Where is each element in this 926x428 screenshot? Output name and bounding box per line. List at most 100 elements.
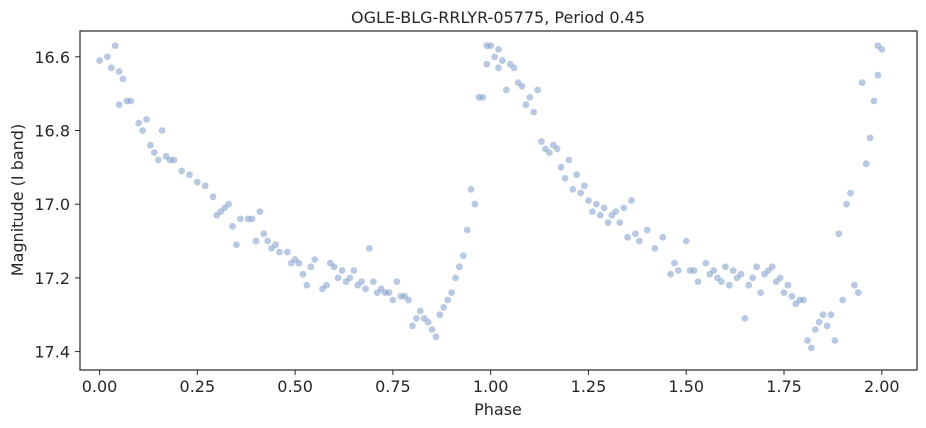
data-point [874, 71, 882, 79]
data-point [350, 267, 358, 274]
data-point [432, 333, 440, 341]
y-tick-label: 16.8 [34, 121, 70, 140]
data-point [823, 322, 831, 330]
data-point [522, 101, 530, 109]
data-point [526, 93, 534, 101]
data-point [581, 182, 588, 190]
data-point [491, 53, 498, 61]
data-point [518, 82, 526, 90]
data-point [553, 145, 561, 153]
data-point [436, 311, 444, 319]
data-point [147, 141, 154, 149]
data-point [502, 86, 510, 94]
data-point [256, 208, 264, 216]
data-point [589, 208, 596, 216]
data-point [745, 281, 753, 289]
data-point [690, 267, 698, 274]
data-point [749, 274, 757, 282]
data-point [201, 182, 209, 190]
data-point [632, 230, 639, 238]
data-point [369, 278, 377, 285]
data-point [471, 200, 479, 208]
data-point [819, 311, 827, 319]
data-point [741, 315, 749, 322]
data-point [154, 156, 162, 164]
data-point [295, 259, 303, 267]
data-point [729, 267, 737, 274]
x-tick-label: 2.00 [864, 377, 900, 396]
data-point [722, 263, 729, 271]
data-point [178, 167, 186, 175]
y-tick-label: 17.2 [34, 269, 70, 288]
plot-frame [79, 30, 918, 371]
data-point [671, 259, 678, 267]
data-point [283, 248, 291, 256]
data-point [150, 149, 158, 157]
data-point [209, 193, 217, 201]
data-point [710, 267, 717, 274]
data-point [659, 233, 667, 241]
x-axis-label: Phase [474, 400, 522, 419]
data-point [276, 248, 283, 256]
data-point [815, 318, 823, 326]
data-point [835, 230, 843, 238]
data-point [139, 127, 147, 134]
data-point [416, 307, 424, 315]
data-point [643, 226, 651, 234]
data-point [878, 46, 886, 53]
data-point [561, 175, 569, 182]
data-point [538, 138, 545, 145]
data-point [737, 270, 745, 278]
data-point [495, 64, 502, 72]
data-points [96, 42, 886, 352]
data-point [808, 344, 815, 352]
data-point [186, 171, 193, 179]
data-point [487, 42, 495, 50]
data-point [440, 304, 448, 311]
data-point [467, 186, 475, 193]
data-point [851, 281, 858, 289]
data-point [272, 241, 279, 249]
data-point [135, 119, 143, 127]
data-point [237, 215, 244, 223]
data-point [854, 289, 862, 296]
data-point [667, 270, 674, 278]
x-tick-label: 0.00 [82, 377, 118, 396]
data-point [577, 189, 584, 197]
data-point [596, 211, 604, 219]
data-point [585, 197, 592, 204]
data-point [307, 263, 315, 271]
data-point [510, 64, 518, 72]
data-point [780, 289, 788, 296]
x-tick-label: 0.50 [277, 377, 313, 396]
data-point [260, 230, 268, 238]
data-point [839, 296, 847, 304]
data-point [158, 127, 166, 134]
data-point [858, 79, 866, 86]
data-point [323, 281, 330, 289]
data-point [366, 245, 373, 252]
data-point [338, 267, 346, 274]
data-point [448, 289, 455, 296]
data-point [843, 200, 850, 208]
data-point [866, 134, 874, 142]
data-point [409, 322, 416, 330]
data-point [545, 149, 553, 157]
data-point [111, 42, 119, 50]
data-point [682, 237, 690, 245]
data-point [804, 337, 811, 344]
data-point [428, 326, 436, 333]
data-point [499, 57, 506, 64]
x-tick-label: 0.75 [375, 377, 411, 396]
x-tick-label: 1.50 [668, 377, 704, 396]
x-tick-label: 1.75 [766, 377, 802, 396]
data-point [624, 233, 631, 241]
data-point [393, 278, 401, 285]
data-point [635, 237, 643, 245]
data-point [107, 64, 115, 72]
data-point [96, 57, 103, 64]
x-tick-label: 1.00 [473, 377, 509, 396]
data-point [628, 197, 635, 204]
data-point [600, 204, 608, 212]
data-point [862, 160, 870, 168]
